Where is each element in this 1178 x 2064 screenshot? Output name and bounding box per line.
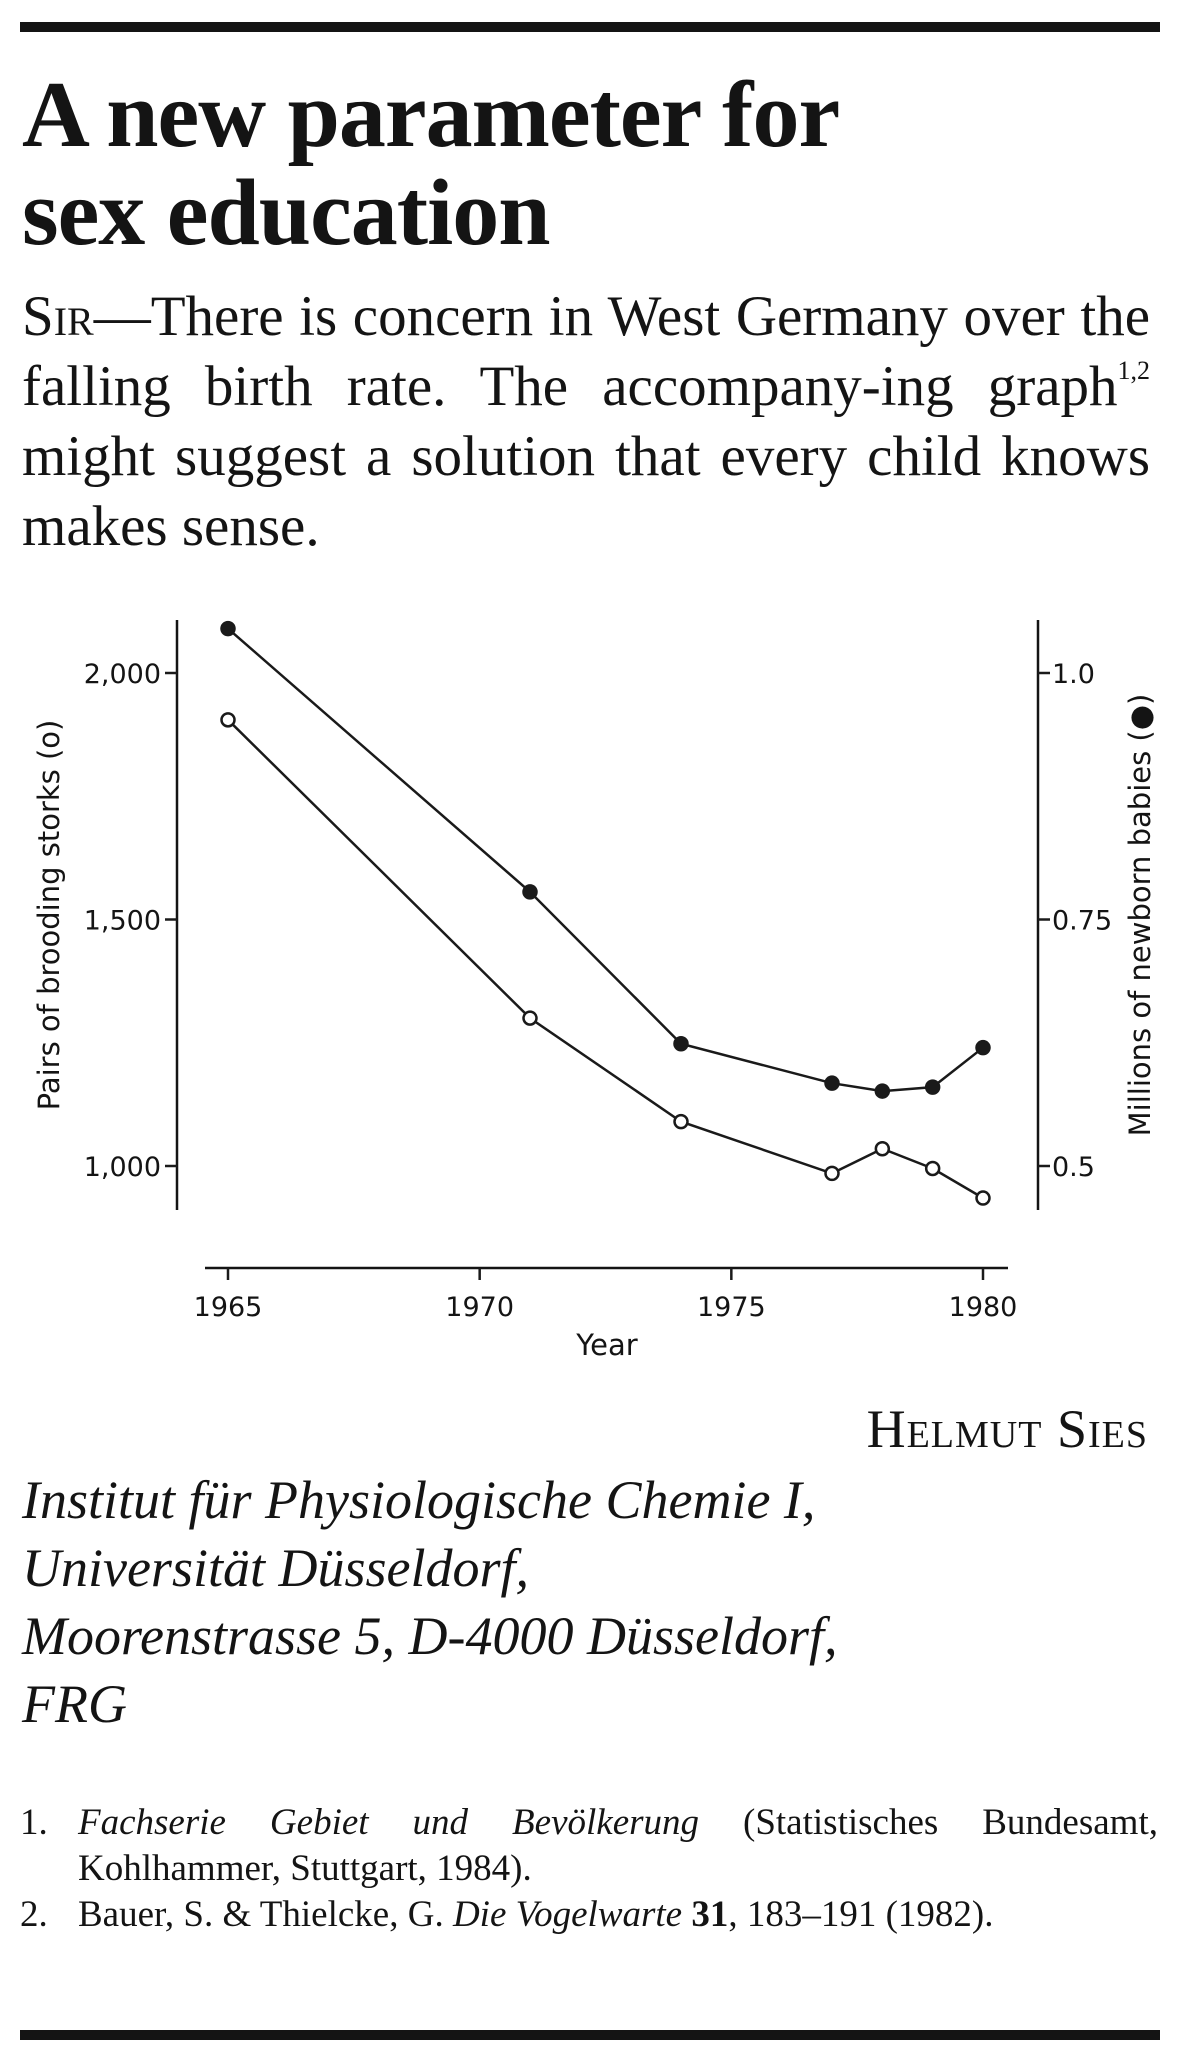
babies-data-point bbox=[673, 1035, 689, 1052]
reference-number: 1. bbox=[20, 1802, 48, 1843]
address-line: Moorenstrasse 5, D-4000 Düsseldorf, bbox=[22, 1606, 838, 1666]
left-y-tick-label: 1,500 bbox=[84, 906, 161, 937]
x-tick-label: 1980 bbox=[949, 1292, 1018, 1323]
babies-series-line bbox=[227, 627, 984, 1093]
reference-number: 2. bbox=[20, 1894, 48, 1935]
babies-data-point bbox=[924, 1079, 941, 1095]
reference-details: (Statistisches Bundesamt, Kohlhammer, St… bbox=[78, 1802, 1158, 1889]
intro-paragraph: Sir—There is concern in West Germany ove… bbox=[22, 282, 1150, 562]
storks-data-point bbox=[975, 1190, 991, 1206]
salutation: Sir bbox=[22, 285, 94, 348]
reference-item: 2. Bauer, S. & Thielcke, G. Die Vogelwart… bbox=[20, 1892, 1158, 1938]
storks-data-point bbox=[220, 712, 236, 728]
left-y-ticks: 1,000 1,500 2,000 bbox=[84, 659, 177, 1183]
right-y-axis-label: Millions of newborn babies (●) bbox=[1123, 694, 1157, 1137]
x-tick-label: 1975 bbox=[697, 1292, 766, 1323]
address-line: Universität Düsseldorf, bbox=[22, 1538, 529, 1598]
address-line: Institut für Physiologische Chemie I, bbox=[22, 1470, 816, 1530]
article-title: A new parameter for sex education bbox=[22, 66, 1152, 262]
reference-separator bbox=[682, 1894, 691, 1935]
right-y-tick-label: 1.0 bbox=[1052, 659, 1095, 690]
top-rule bbox=[20, 22, 1160, 32]
right-y-tick-label: 0.5 bbox=[1052, 1152, 1095, 1183]
reference-pages: , 183–191 (1982). bbox=[728, 1894, 994, 1935]
x-tick-label: 1965 bbox=[194, 1292, 263, 1323]
bottom-rule bbox=[20, 2030, 1160, 2040]
intro-text: —There is concern in West Germany over t… bbox=[22, 285, 1150, 418]
right-y-tick-label: 0.75 bbox=[1052, 906, 1112, 937]
address-line: FRG bbox=[22, 1674, 127, 1734]
series-layer bbox=[220, 620, 991, 1206]
reference-title: Fachserie Gebiet und Bevölkerung bbox=[78, 1802, 700, 1843]
x-tick-label: 1970 bbox=[445, 1292, 514, 1323]
x-ticks: 1965 1970 1975 1980 bbox=[194, 1268, 1018, 1323]
x-axis-label: Year bbox=[575, 1328, 637, 1362]
babies-data-point bbox=[975, 1039, 991, 1056]
babies-data-point bbox=[874, 1083, 891, 1099]
right-y-ticks: 0.5 0.75 1.0 bbox=[1038, 659, 1112, 1183]
title-line-2: sex education bbox=[22, 161, 550, 265]
reference-authors: Bauer, S. & Thielcke, G. bbox=[78, 1894, 453, 1935]
storks-data-point bbox=[874, 1140, 891, 1157]
title-line-1: A new parameter for bbox=[22, 63, 840, 167]
reference-list: 1. Fachserie Gebiet und Bevölkerung (Stat… bbox=[20, 1800, 1158, 1938]
babies-data-point bbox=[522, 884, 538, 900]
storks-series-line bbox=[227, 718, 984, 1200]
left-y-tick-label: 2,000 bbox=[84, 659, 161, 690]
babies-data-point bbox=[824, 1075, 840, 1091]
babies-data-point bbox=[220, 620, 236, 637]
reference-superscript: 1,2 bbox=[1117, 356, 1151, 385]
storks-data-point bbox=[673, 1113, 689, 1130]
storks-data-point bbox=[924, 1160, 941, 1177]
storks-data-point bbox=[824, 1165, 840, 1182]
reference-journal: Die Vogelwarte bbox=[452, 1894, 683, 1935]
reference-item: 1. Fachserie Gebiet und Bevölkerung (Stat… bbox=[20, 1800, 1158, 1892]
intro-text-end: might suggest a solution that every chil… bbox=[22, 425, 1150, 558]
author-address: Institut für Physiologische Chemie I, Un… bbox=[22, 1466, 1152, 1738]
author-name: Helmut Sies bbox=[866, 1399, 1148, 1459]
storks-data-point bbox=[522, 1010, 538, 1026]
left-y-tick-label: 1,000 bbox=[84, 1152, 161, 1183]
left-y-axis-label: Pairs of brooding storks (o) bbox=[32, 720, 66, 1111]
reference-volume: 31 bbox=[691, 1894, 729, 1935]
